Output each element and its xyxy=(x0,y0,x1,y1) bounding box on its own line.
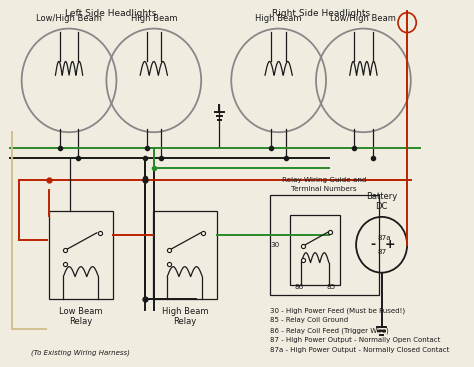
Text: 87a: 87a xyxy=(377,235,391,241)
Text: 30: 30 xyxy=(270,242,280,248)
Text: Low Beam
Relay: Low Beam Relay xyxy=(59,306,103,326)
Text: High Beam: High Beam xyxy=(255,14,302,23)
Text: DC: DC xyxy=(375,202,388,211)
Bar xyxy=(49,211,113,299)
Text: 87 - High Power Output - Normally Open Contact: 87 - High Power Output - Normally Open C… xyxy=(270,337,440,344)
Text: 87: 87 xyxy=(377,249,386,255)
Text: 30 - High Power Feed (Must be Fused!): 30 - High Power Feed (Must be Fused!) xyxy=(270,308,405,314)
Text: Low/High Beam: Low/High Beam xyxy=(330,14,396,23)
Text: -: - xyxy=(371,238,376,251)
Text: +: + xyxy=(384,238,395,251)
Text: Low/High Beam: Low/High Beam xyxy=(36,14,102,23)
Text: Terminal Numbers: Terminal Numbers xyxy=(292,186,357,192)
Text: Right Side Headlights: Right Side Headlights xyxy=(273,9,371,18)
Text: High Beam: High Beam xyxy=(130,14,177,23)
Bar xyxy=(270,195,379,295)
Text: 86 - Relay Coil Feed (Trigger Wire): 86 - Relay Coil Feed (Trigger Wire) xyxy=(270,327,388,334)
Text: Left Side Headlights: Left Side Headlights xyxy=(65,9,156,18)
Text: High Beam
Relay: High Beam Relay xyxy=(162,306,208,326)
Text: Battery: Battery xyxy=(366,192,397,201)
Text: Relay Wiring Guide and: Relay Wiring Guide and xyxy=(282,177,366,183)
Text: 85 - Relay Coil Ground: 85 - Relay Coil Ground xyxy=(270,317,347,323)
Text: 86: 86 xyxy=(294,284,303,290)
Text: 87a - High Power Output - Normally Closed Contact: 87a - High Power Output - Normally Close… xyxy=(270,348,449,353)
Bar xyxy=(290,215,340,285)
Text: (To Existing Wiring Harness): (To Existing Wiring Harness) xyxy=(31,349,130,356)
Text: 85: 85 xyxy=(327,284,336,290)
Bar xyxy=(153,211,217,299)
